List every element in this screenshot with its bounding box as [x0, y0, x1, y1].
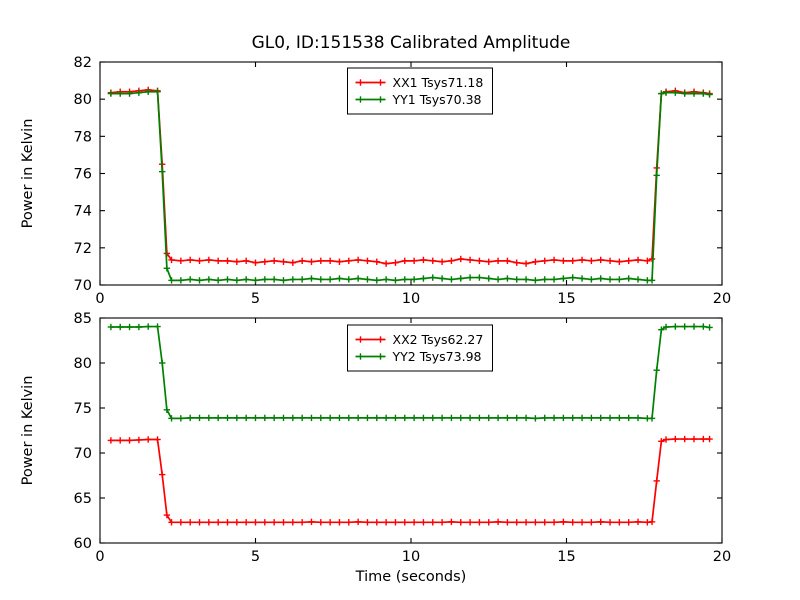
x-tick-label: 5 [251, 549, 260, 565]
y-axis-label: Power in Kelvin [20, 119, 36, 229]
series-markers [107, 323, 713, 422]
y-tick-label: 70 [74, 278, 92, 294]
series-container [107, 323, 713, 526]
y-tick-label: 70 [74, 446, 92, 462]
x-tick-label: 10 [402, 549, 420, 565]
y-tick-label: 65 [74, 491, 92, 507]
legend-label: YY2 Tsys73.98 [392, 349, 482, 364]
y-tick-label: 72 [74, 241, 92, 257]
x-tick-label: 0 [95, 549, 104, 565]
series-markers [107, 88, 713, 284]
legend-label: YY1 Tsys70.38 [392, 92, 482, 107]
legend: XX2 Tsys62.27 YY2 Tsys73.98 [347, 324, 493, 372]
y-tick-label: 75 [74, 401, 92, 417]
x-tick-label: 15 [557, 291, 575, 307]
y-tick-label: 76 [74, 167, 92, 183]
y-tick-label: 82 [74, 55, 92, 71]
legend-box [347, 67, 493, 115]
x-tick-label: 10 [402, 291, 420, 307]
x-axis-label: Time (seconds) [355, 569, 467, 585]
legend-box [347, 324, 493, 372]
x-tick-label: 20 [713, 291, 731, 307]
x-tick-label: 0 [95, 291, 104, 307]
y-tick-label: 80 [74, 356, 92, 372]
series-container [107, 86, 713, 284]
y-axis-label: Power in Kelvin [20, 376, 36, 486]
x-tick-label: 20 [713, 549, 731, 565]
y-tick-label: 85 [74, 311, 92, 327]
legend: XX1 Tsys71.18 YY1 Tsys70.38 [347, 67, 493, 115]
y-tick-label: 60 [74, 536, 92, 552]
figure-title: GL0, ID:151538 Calibrated Amplitude [252, 33, 571, 53]
legend-label: XX2 Tsys62.27 [393, 332, 484, 347]
panel-bottom: 0 5 10 15 20 60 65 70 75 80 85 Power in Kelvin Time … [20, 311, 731, 585]
series-markers [107, 435, 713, 526]
x-tick-label: 5 [251, 291, 260, 307]
panel-top: 0 5 10 15 20 70 72 74 76 78 80 82 Power in Kelvin XX1… [20, 55, 731, 307]
y-tick-label: 74 [74, 204, 92, 220]
legend-label: XX1 Tsys71.18 [393, 75, 484, 90]
y-tick-label: 78 [74, 129, 92, 145]
x-tick-label: 15 [557, 549, 575, 565]
y-tick-label: 80 [74, 92, 92, 108]
